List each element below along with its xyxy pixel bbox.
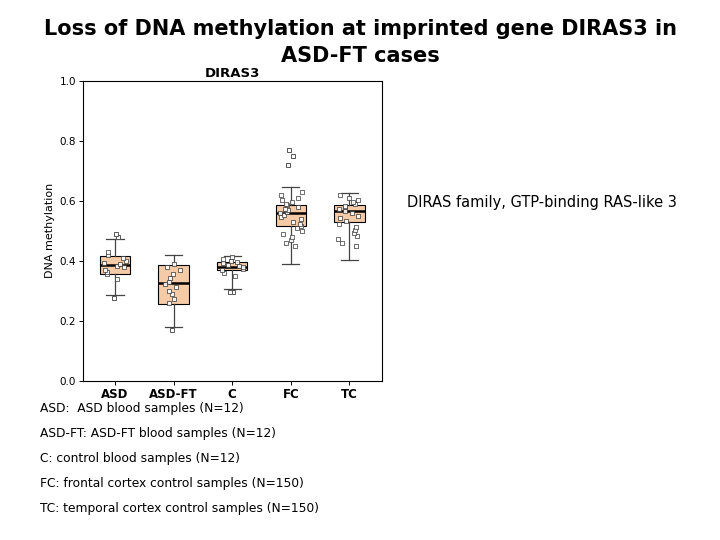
Point <box>120 256 132 265</box>
Point <box>341 217 352 226</box>
Point <box>297 188 308 197</box>
Point <box>286 198 297 206</box>
Point <box>282 201 293 210</box>
Point <box>163 278 174 286</box>
Y-axis label: DNA methylation: DNA methylation <box>45 183 55 279</box>
Point <box>275 213 287 222</box>
Point <box>295 215 307 224</box>
Point <box>226 253 238 261</box>
Point <box>278 230 289 239</box>
Text: DIRAS family, GTP-binding RAS-like 3: DIRAS family, GTP-binding RAS-like 3 <box>407 195 677 210</box>
Point <box>278 211 289 220</box>
Point <box>238 263 249 272</box>
Point <box>102 268 113 276</box>
Point <box>282 206 294 215</box>
Point <box>293 202 305 211</box>
Text: Loss of DNA methylation at imprinted gene DIRAS3 in: Loss of DNA methylation at imprinted gen… <box>43 19 677 39</box>
Point <box>219 268 230 277</box>
Point <box>280 200 292 208</box>
Point <box>279 204 291 213</box>
Point <box>352 212 364 220</box>
Point <box>287 218 299 226</box>
Point <box>174 266 186 275</box>
Point <box>276 196 288 205</box>
Point <box>275 191 287 200</box>
Point <box>292 193 304 202</box>
Point <box>171 283 182 292</box>
Point <box>230 258 242 266</box>
Point <box>294 220 306 228</box>
Point <box>168 295 180 303</box>
Point <box>351 232 363 240</box>
Point <box>348 229 360 238</box>
Point <box>289 242 300 251</box>
Point <box>332 235 343 244</box>
Point <box>346 209 358 218</box>
FancyBboxPatch shape <box>217 262 248 271</box>
Text: C: control blood samples (N=12): C: control blood samples (N=12) <box>40 452 240 465</box>
Text: ASD-FT: ASD-FT blood samples (N=12): ASD-FT: ASD-FT blood samples (N=12) <box>40 427 276 440</box>
Point <box>167 270 179 279</box>
Point <box>159 280 171 288</box>
Point <box>217 255 229 264</box>
Point <box>166 290 178 299</box>
Point <box>102 270 113 279</box>
Point <box>296 227 307 236</box>
Point <box>225 256 237 265</box>
Point <box>350 223 361 232</box>
Point <box>161 263 172 272</box>
Point <box>168 260 180 268</box>
Title: DIRAS3: DIRAS3 <box>204 67 260 80</box>
Point <box>333 205 345 214</box>
Point <box>336 239 348 247</box>
Point <box>112 274 123 283</box>
Point <box>98 259 109 267</box>
Point <box>237 265 248 273</box>
Point <box>295 222 307 231</box>
Point <box>234 262 246 271</box>
FancyBboxPatch shape <box>158 265 189 304</box>
Point <box>335 191 346 200</box>
Point <box>165 274 176 282</box>
Point <box>99 266 110 274</box>
Point <box>222 261 233 269</box>
Point <box>274 209 286 218</box>
Point <box>349 200 361 208</box>
Point <box>286 233 297 242</box>
Point <box>163 299 175 308</box>
Point <box>217 259 228 267</box>
Point <box>343 193 354 202</box>
Point <box>335 214 346 222</box>
Point <box>350 242 361 251</box>
Point <box>353 196 364 205</box>
FancyBboxPatch shape <box>276 205 306 226</box>
Point <box>112 261 123 270</box>
Point <box>118 263 130 272</box>
Point <box>102 247 113 256</box>
Point <box>163 286 174 295</box>
FancyBboxPatch shape <box>100 256 130 274</box>
Point <box>340 201 351 210</box>
Point <box>114 260 126 269</box>
Point <box>286 236 297 245</box>
Point <box>117 254 129 263</box>
Point <box>281 208 292 217</box>
FancyBboxPatch shape <box>334 205 364 222</box>
Point <box>281 239 292 248</box>
Text: TC: temporal cortex control samples (N=150): TC: temporal cortex control samples (N=1… <box>40 502 319 515</box>
Text: ASD-FT cases: ASD-FT cases <box>281 46 439 66</box>
Point <box>347 198 359 206</box>
Point <box>102 251 114 260</box>
Point <box>292 224 303 233</box>
Point <box>340 207 351 215</box>
Point <box>229 272 240 280</box>
Text: FC: frontal cortex control samples (N=150): FC: frontal cortex control samples (N=15… <box>40 477 303 490</box>
Text: ASD:  ASD blood samples (N=12): ASD: ASD blood samples (N=12) <box>40 402 243 415</box>
Point <box>333 220 345 228</box>
Point <box>349 226 361 234</box>
Point <box>216 266 228 275</box>
Point <box>339 203 351 212</box>
